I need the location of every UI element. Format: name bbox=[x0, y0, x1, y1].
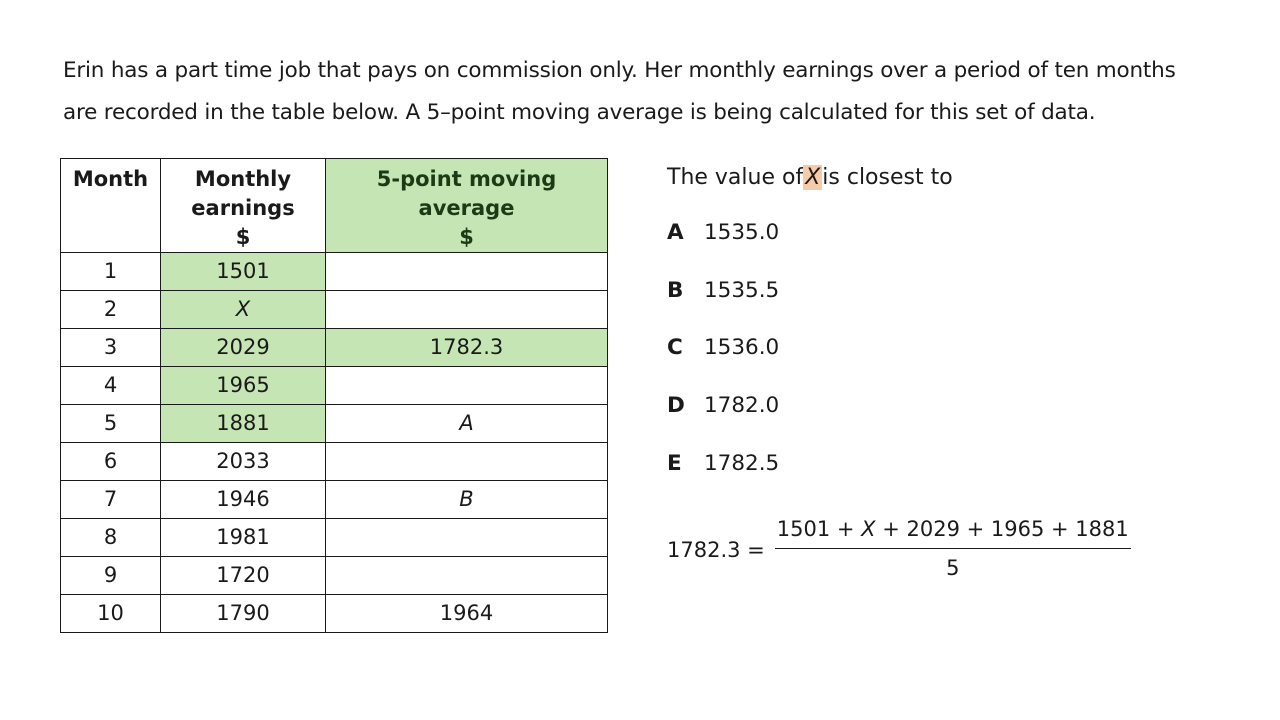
table-header-row: Month Monthly earnings $ 5-point moving … bbox=[60, 158, 608, 253]
earnings-cell: X bbox=[160, 290, 326, 329]
month-cell: 2 bbox=[60, 290, 161, 329]
month-cell: 4 bbox=[60, 366, 161, 405]
option-value: 1782.5 bbox=[704, 450, 780, 476]
average-cell bbox=[325, 290, 608, 329]
option-value: 1535.0 bbox=[704, 220, 780, 245]
header-monthly-earnings: Monthly earnings $ bbox=[160, 158, 326, 253]
table-row: 5 1881 A bbox=[60, 404, 608, 443]
month-cell: 8 bbox=[60, 518, 161, 557]
table-row: 6 2033 bbox=[60, 442, 608, 481]
question-stem: The value ofXis closest to bbox=[667, 160, 953, 196]
table-row: 8 1981 bbox=[60, 518, 608, 557]
earnings-cell: 1881 bbox=[160, 404, 326, 443]
option-value: 1536.0 bbox=[704, 335, 780, 361]
formula-lhs: 1782.3 = bbox=[667, 537, 765, 562]
earnings-cell: 1981 bbox=[160, 518, 326, 557]
average-cell bbox=[325, 366, 608, 405]
option-c[interactable]: C 1536.0 bbox=[667, 329, 779, 387]
option-value: 1782.0 bbox=[704, 393, 780, 419]
earnings-cell: 1946 bbox=[160, 480, 326, 519]
header-month: Month bbox=[60, 158, 161, 253]
formula-denominator: 5 bbox=[946, 556, 960, 580]
answer-options: A 1535.0 B 1535.5 C 1536.0 D 1782.0 E 1782.5 bbox=[667, 214, 779, 502]
question-text-after: is closest to bbox=[822, 165, 953, 190]
header-moving-average: 5-point moving average $ bbox=[325, 158, 608, 253]
earnings-table: Month Monthly earnings $ 5-point moving … bbox=[60, 158, 608, 633]
earnings-cell: 1501 bbox=[160, 252, 326, 291]
option-a[interactable]: A 1535.0 bbox=[667, 214, 779, 272]
month-cell: 7 bbox=[60, 480, 161, 519]
earnings-cell: 1720 bbox=[160, 556, 326, 595]
problem-line-2: are recorded in the table below. A 5–poi… bbox=[63, 100, 1096, 125]
option-d[interactable]: D 1782.0 bbox=[667, 387, 779, 445]
month-cell: 3 bbox=[60, 328, 161, 367]
table-row: 10 1790 1964 bbox=[60, 594, 608, 633]
table-row: 9 1720 bbox=[60, 556, 608, 595]
earnings-cell: 1965 bbox=[160, 366, 326, 405]
earnings-cell: 2033 bbox=[160, 442, 326, 481]
average-cell: 1964 bbox=[325, 594, 608, 633]
table-row: 1 1501 bbox=[60, 252, 608, 291]
table-row: 3 2029 1782.3 bbox=[60, 328, 608, 367]
question-text-before: The value of bbox=[667, 165, 804, 190]
average-cell bbox=[325, 252, 608, 291]
earnings-cell: 1790 bbox=[160, 594, 326, 633]
highlighted-variable: X bbox=[803, 165, 823, 190]
month-cell: 1 bbox=[60, 252, 161, 291]
formula-fraction: 1501 + X + 2029 + 1965 + 1881 5 bbox=[774, 514, 1131, 585]
table-row: 4 1965 bbox=[60, 366, 608, 405]
average-cell bbox=[325, 442, 608, 481]
formula-variable: X bbox=[861, 517, 876, 541]
month-cell: 6 bbox=[60, 442, 161, 481]
working-formula: 1782.3 = 1501 + X + 2029 + 1965 + 1881 5 bbox=[667, 514, 1131, 585]
option-letter: E bbox=[667, 450, 682, 476]
average-cell: A bbox=[325, 404, 608, 443]
month-cell: 10 bbox=[60, 594, 161, 633]
formula-numerator: 1501 + X + 2029 + 1965 + 1881 bbox=[774, 514, 1131, 549]
option-letter: B bbox=[667, 277, 684, 303]
option-letter: D bbox=[667, 393, 685, 419]
option-b[interactable]: B 1535.5 bbox=[667, 272, 779, 330]
table-row: 7 1946 B bbox=[60, 480, 608, 519]
option-value: 1535.5 bbox=[704, 277, 780, 303]
table-row: 2 X bbox=[60, 290, 608, 329]
option-e[interactable]: E 1782.5 bbox=[667, 445, 779, 503]
month-cell: 9 bbox=[60, 556, 161, 595]
average-cell: 1782.3 bbox=[325, 328, 608, 367]
option-letter: A bbox=[667, 220, 684, 245]
average-cell bbox=[325, 556, 608, 595]
option-letter: C bbox=[667, 335, 683, 361]
month-cell: 5 bbox=[60, 404, 161, 443]
problem-line-1: Erin has a part time job that pays on co… bbox=[63, 58, 1176, 83]
average-cell: B bbox=[325, 480, 608, 519]
earnings-cell: 2029 bbox=[160, 328, 326, 367]
problem-statement: Erin has a part time job that pays on co… bbox=[63, 50, 1253, 134]
average-cell bbox=[325, 518, 608, 557]
